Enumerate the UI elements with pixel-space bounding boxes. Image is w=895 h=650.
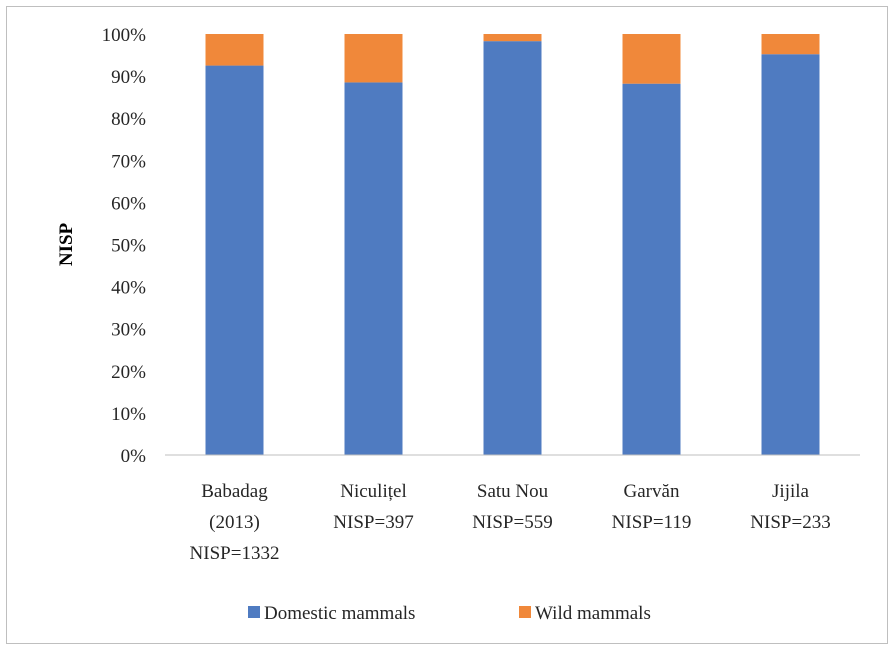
y-tick-label: 10% (111, 404, 146, 425)
category-label: NISP=397 (333, 512, 413, 533)
category-label: NISP=1332 (190, 543, 280, 564)
category-label: NISP=233 (750, 512, 830, 533)
legend: Domestic mammals Wild mammals (248, 603, 651, 624)
y-tick-label: 70% (111, 151, 146, 172)
category-label: NISP=559 (472, 512, 552, 533)
legend-label: Domestic mammals (264, 603, 415, 624)
bar-wild-mammals (205, 34, 264, 66)
bar-domestic-mammals (205, 65, 264, 455)
bars-group (205, 34, 820, 455)
category-label: (2013) (209, 512, 260, 533)
category-label: Niculițel (340, 481, 406, 502)
y-tick-label: 60% (111, 193, 146, 214)
bar-domestic-mammals (622, 83, 681, 455)
legend-swatch (519, 606, 531, 618)
y-axis-label: NISP (56, 222, 77, 266)
category-labels: Babadag (2013) NISP=1332 Niculițel NISP=397 S… (190, 481, 831, 564)
chart-frame (6, 6, 888, 644)
y-tick-label: 40% (111, 278, 146, 299)
legend-item: Domestic mammals (248, 603, 415, 624)
bar-wild-mammals (761, 34, 820, 55)
category-label: Jijila (772, 481, 810, 502)
y-tick-label: 30% (111, 320, 146, 341)
y-axis-ticks: 0% 10% 20% 30% 40% 50% 60% 70% 80% 90% 100% (102, 25, 147, 467)
bar-domestic-mammals (761, 54, 820, 455)
bar-domestic-mammals (483, 41, 542, 455)
bar-wild-mammals (344, 34, 403, 83)
category-label: NISP=119 (612, 512, 692, 533)
legend-label: Wild mammals (535, 603, 651, 624)
y-tick-label: 100% (102, 25, 147, 46)
y-tick-label: 90% (111, 67, 146, 88)
category-label: Babadag (201, 481, 268, 502)
legend-swatch (248, 606, 260, 618)
category-label: Satu Nou (477, 481, 549, 502)
bar-wild-mammals (483, 34, 542, 42)
legend-item: Wild mammals (519, 603, 651, 624)
bar-domestic-mammals (344, 82, 403, 455)
bar-wild-mammals (622, 34, 681, 84)
y-tick-label: 50% (111, 236, 146, 257)
y-tick-label: 0% (121, 446, 147, 467)
y-tick-label: 20% (111, 362, 146, 383)
category-label: Garvăn (624, 481, 680, 502)
y-tick-label: 80% (111, 109, 146, 130)
